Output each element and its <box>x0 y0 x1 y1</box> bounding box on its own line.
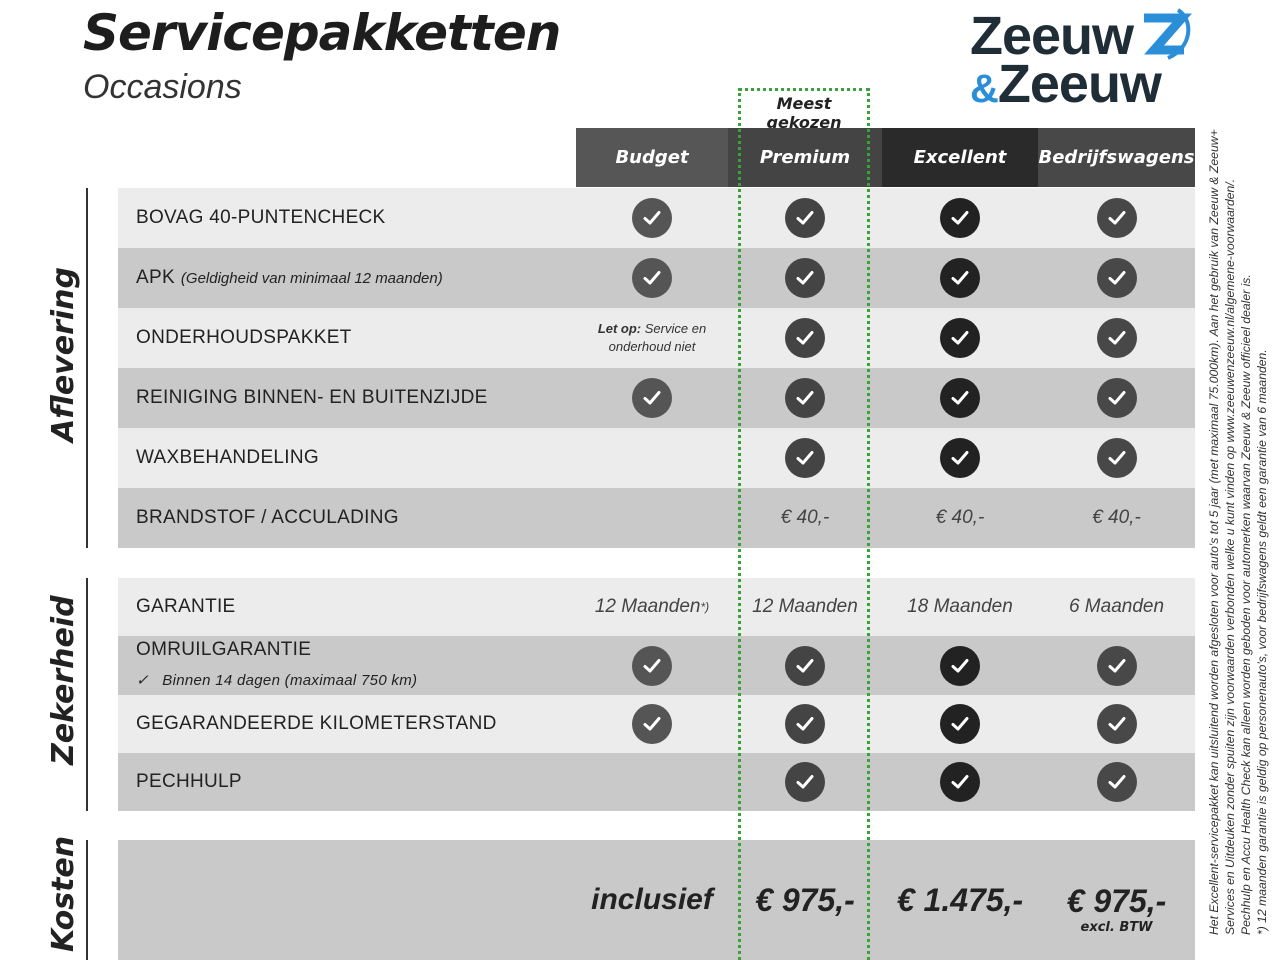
section-zekerheid: Zekerheid <box>46 595 81 765</box>
row-label: WAXBEHANDELING <box>136 447 319 468</box>
check-mark-icon: ✓ <box>136 671 149 689</box>
row-label: OMRUILGARANTIE ✓ Binnen 14 dagen (maximaa… <box>136 638 418 689</box>
row-label: GEGARANDEERDE KILOMETERSTAND <box>136 713 497 734</box>
check-icon <box>785 318 825 358</box>
section-line-aflevering <box>86 188 88 548</box>
cell-value: 12 Maanden <box>752 596 858 617</box>
check-icon <box>785 378 825 418</box>
check-icon <box>632 645 672 686</box>
table-row: PECHHULP <box>118 753 1195 811</box>
check-icon <box>940 378 980 418</box>
kosten-row: inclusief € 975,- € 1.475,- € 975,- excl… <box>118 840 1195 960</box>
cell-value: € 40,- <box>935 507 985 528</box>
cell-value: 18 Maanden <box>907 596 1013 617</box>
check-icon <box>1096 704 1137 744</box>
row-label: PECHHULP <box>136 771 242 792</box>
check-icon <box>940 318 980 358</box>
check-icon <box>785 704 825 744</box>
check-icon <box>1096 318 1137 358</box>
check-icon <box>785 198 825 238</box>
table-row: BRANDSTOF / ACCULADING € 40,- € 40,- € 40,- <box>118 488 1195 548</box>
check-icon <box>1096 762 1137 802</box>
cell-value: 12 Maanden *) <box>594 596 710 617</box>
check-icon <box>940 438 980 478</box>
check-icon <box>1096 378 1137 418</box>
check-icon <box>785 645 825 686</box>
check-icon <box>940 258 980 298</box>
row-label: APK (Geldigheid van minimaal 12 maanden) <box>136 267 443 288</box>
table-row: APK (Geldigheid van minimaal 12 maanden) <box>118 248 1195 308</box>
row-label: BOVAG 40-PUNTENCHECK <box>136 207 386 228</box>
check-icon <box>940 645 980 686</box>
page-subtitle: Occasions <box>83 68 242 106</box>
check-icon <box>1096 198 1137 238</box>
table-row: OMRUILGARANTIE ✓ Binnen 14 dagen (maximaa… <box>118 636 1195 695</box>
check-icon <box>785 258 825 298</box>
section-aflevering: Aflevering <box>46 267 81 442</box>
row-label: GARANTIE <box>136 596 236 617</box>
most-chosen-label: Meest gekozen <box>766 94 842 132</box>
check-icon <box>1096 438 1137 478</box>
check-icon <box>940 198 980 238</box>
col-excellent: Excellent <box>882 128 1038 187</box>
footnotes: Het Excellent-servicepakket kan uitsluit… <box>1207 129 1269 935</box>
check-icon <box>632 258 672 298</box>
col-premium: Premium <box>728 128 882 187</box>
check-icon <box>785 762 825 802</box>
price-excellent: € 1.475,- <box>896 881 1024 918</box>
column-headers: Budget Premium Excellent Bedrijfswagens <box>576 128 1195 187</box>
table-row: BOVAG 40-PUNTENCHECK <box>118 188 1195 248</box>
check-icon <box>940 704 980 744</box>
note: Let op: Service en onderhoud niet <box>597 321 707 354</box>
row-label: REINIGING BINNEN- EN BUITENZIJDE <box>136 387 488 408</box>
check-icon <box>632 704 672 744</box>
table-row: REINIGING BINNEN- EN BUITENZIJDE <box>118 368 1195 428</box>
row-label: ONDERHOUDSPAKKET <box>136 327 352 348</box>
section-line-zekerheid <box>86 578 88 811</box>
price-bedrijfswagens: € 975,- <box>1066 883 1167 919</box>
cell-value: € 40,- <box>1092 507 1141 528</box>
check-icon <box>785 438 825 478</box>
check-icon <box>1096 258 1137 298</box>
cell-value: € 40,- <box>780 507 830 528</box>
price-budget: inclusief <box>591 883 713 916</box>
table-row: ONDERHOUDSPAKKET Let op: Service en onder… <box>118 308 1195 368</box>
col-budget: Budget <box>576 128 728 187</box>
check-icon <box>632 378 672 418</box>
price-premium: € 975,- <box>755 881 855 918</box>
table-row: GEGARANDEERDE KILOMETERSTAND <box>118 695 1195 753</box>
col-bedrijfswagens: Bedrijfswagens <box>1038 128 1195 187</box>
section-line-kosten <box>86 840 88 960</box>
table-row: GARANTIE 12 Maanden *) 12 Maanden 18 Maanden… <box>118 578 1195 636</box>
check-icon <box>940 762 980 802</box>
zeeuw-logo: Zeeuw &Zeeuw <box>970 4 1200 114</box>
section-kosten: Kosten <box>46 835 81 952</box>
page-title: Servicepakketten <box>83 4 561 62</box>
logo-z-swoosh-icon <box>1144 8 1192 60</box>
check-icon <box>1096 645 1137 686</box>
table-row: WAXBEHANDELING <box>118 428 1195 488</box>
cell-value: 6 Maanden <box>1068 596 1165 617</box>
row-label: BRANDSTOF / ACCULADING <box>136 507 399 528</box>
excl-btw: excl. BTW <box>1080 920 1153 935</box>
check-icon <box>632 198 672 238</box>
